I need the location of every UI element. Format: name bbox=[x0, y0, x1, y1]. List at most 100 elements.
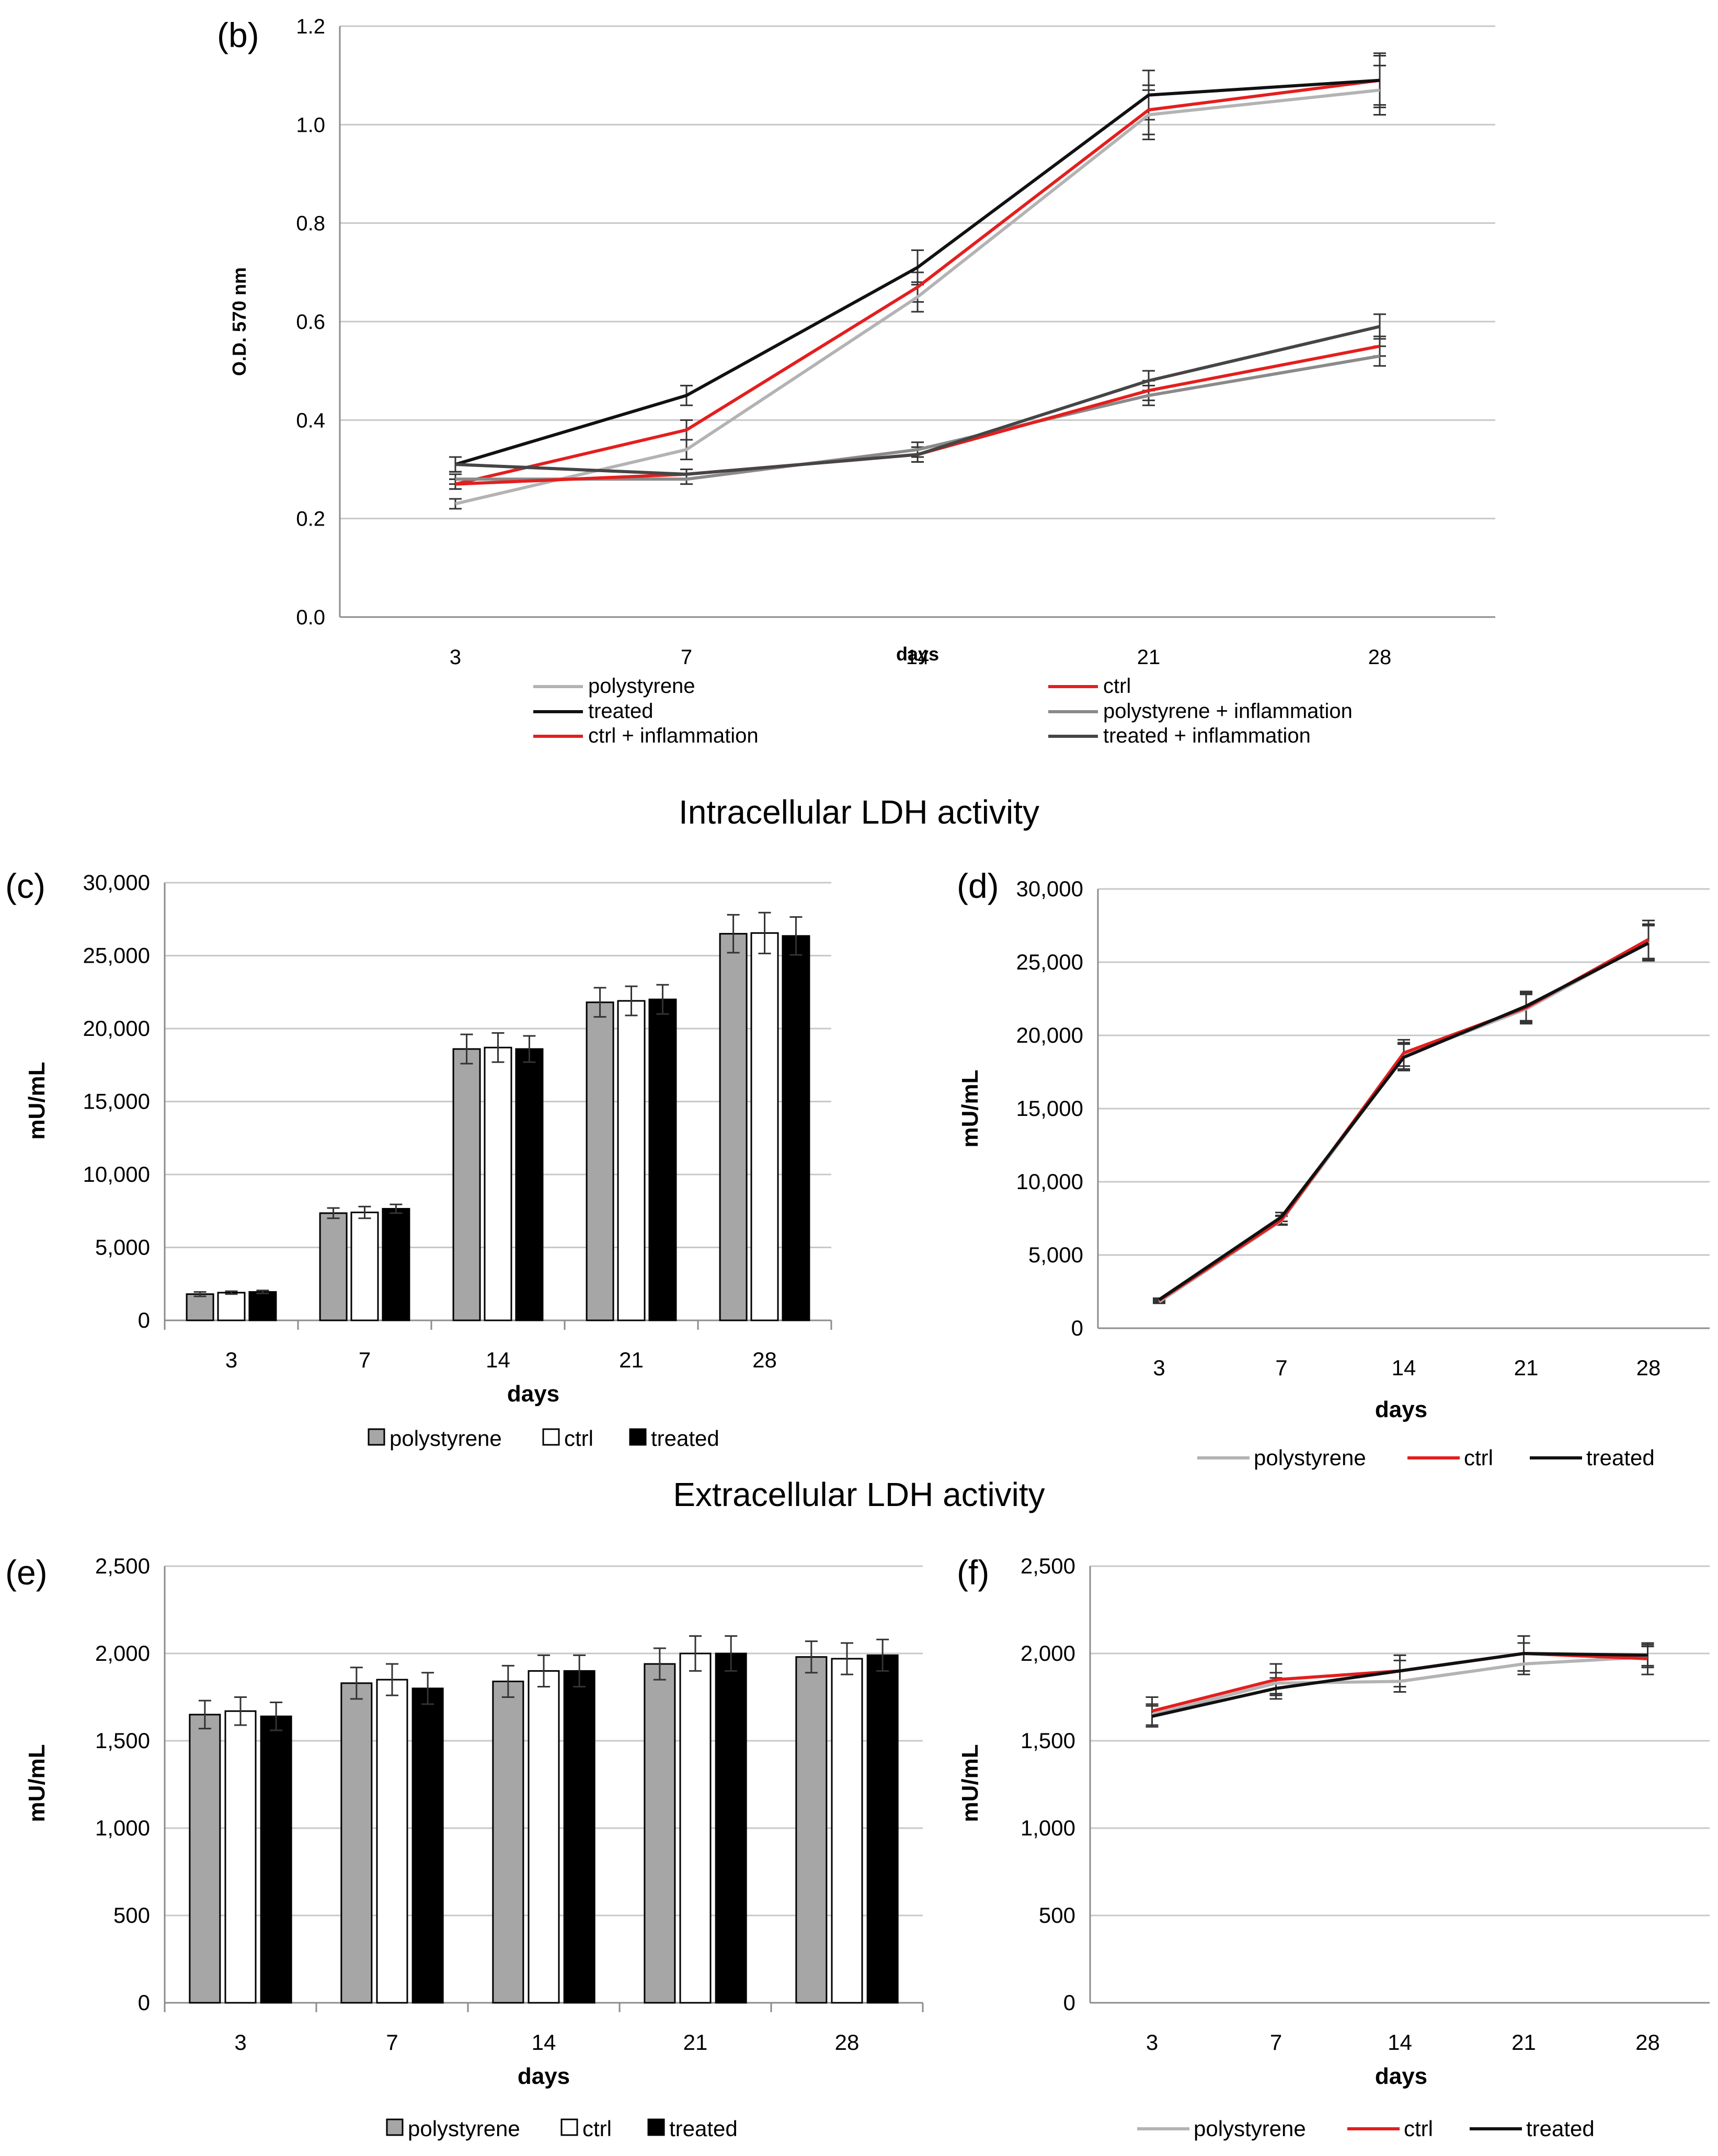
x-tick-label: 7 bbox=[1275, 1355, 1287, 1380]
x-tick-label: 28 bbox=[835, 2030, 860, 2055]
bar-bar_treated bbox=[715, 1652, 747, 2004]
chart-panel-b: (b) 0.0 0.2 0.4 0.6 0.8 1.0 1.2 3 7 14 21 28 days O.D.… bbox=[217, 15, 1495, 747]
series-line-polystyrene_inflammation bbox=[455, 354, 1380, 481]
x-axis-title: days bbox=[518, 2063, 570, 2089]
x-tick-label: 21 bbox=[619, 1348, 644, 1372]
legend-label: treated bbox=[1526, 2116, 1595, 2141]
y-tick-label: 1,000 bbox=[1021, 1816, 1075, 1840]
legend-label: treated bbox=[669, 2116, 738, 2141]
y-tick-label: 30,000 bbox=[1016, 876, 1083, 901]
legend-label: polystyrene bbox=[588, 675, 695, 698]
bar-bar_polystyrene bbox=[452, 1048, 481, 1321]
y-tick-label: 500 bbox=[1039, 1903, 1075, 1927]
bar-bar_polystyrene bbox=[189, 1714, 221, 2004]
x-axis-title: days bbox=[1375, 2063, 1427, 2089]
bar-bar_polystyrene bbox=[340, 1682, 373, 2004]
x-tick-label: 14 bbox=[1388, 2030, 1412, 2055]
error-bar bbox=[501, 1664, 514, 1698]
error-bar bbox=[725, 1635, 738, 1672]
y-tick-label: 0.6 bbox=[296, 311, 325, 334]
bar-bar_polystyrene bbox=[586, 1001, 614, 1321]
y-tick-label: 15,000 bbox=[83, 1089, 150, 1114]
error-bar bbox=[727, 914, 740, 954]
bar-bar_ctrl bbox=[484, 1046, 512, 1321]
y-tick-label: 2,000 bbox=[95, 1641, 150, 1666]
x-tick-label: 3 bbox=[450, 646, 461, 669]
panel-label: (e) bbox=[5, 1553, 48, 1592]
x-tick-label: 28 bbox=[1635, 2030, 1660, 2055]
y-tick-label: 2,000 bbox=[1021, 1641, 1075, 1666]
error-bar bbox=[656, 984, 669, 1015]
error-bar bbox=[270, 1702, 283, 1731]
legend-label: ctrl bbox=[1103, 675, 1131, 698]
error-bar bbox=[350, 1667, 363, 1700]
y-axis-title: mU/mL bbox=[24, 1062, 50, 1139]
x-tick-label: 7 bbox=[1270, 2030, 1282, 2055]
panel-label: (b) bbox=[217, 16, 259, 54]
series-line-treated bbox=[1158, 941, 1650, 1301]
error-bar bbox=[1641, 1644, 1654, 1667]
chart-panel-c: (c) 0 5,000 10,000 15,000 20,000 25,000 30,000 3… bbox=[5, 866, 832, 1451]
bar-bar_treated bbox=[515, 1048, 544, 1321]
y-axis-title: O.D. 570 nm bbox=[228, 267, 250, 376]
y-tick-label: 25,000 bbox=[1016, 950, 1083, 974]
y-tick-label: 2,500 bbox=[1021, 1554, 1075, 1578]
y-tick-label: 20,000 bbox=[1016, 1023, 1083, 1047]
x-tick-label: 21 bbox=[683, 2030, 708, 2055]
bar-bar_ctrl bbox=[350, 1212, 379, 1321]
legend-label: polystyrene bbox=[1194, 2116, 1306, 2141]
y-axis-title: mU/mL bbox=[957, 1069, 983, 1147]
y-tick-label: 5,000 bbox=[1028, 1242, 1083, 1267]
error-bar bbox=[225, 1290, 238, 1295]
x-tick-label: 3 bbox=[1153, 1355, 1165, 1380]
bar-bar_treated bbox=[866, 1654, 899, 2004]
legend-label: treated bbox=[651, 1426, 719, 1451]
error-bar bbox=[256, 1290, 269, 1294]
x-tick-label: 7 bbox=[681, 646, 692, 669]
x-axis-title: days bbox=[507, 1381, 559, 1407]
series-line-treated bbox=[455, 78, 1380, 466]
y-tick-label: 10,000 bbox=[1016, 1169, 1083, 1194]
legend-swatch-bar_polystyrene bbox=[368, 1428, 385, 1446]
error-bar bbox=[390, 1203, 403, 1214]
legend-label: ctrl bbox=[1404, 2116, 1433, 2141]
x-tick-label: 21 bbox=[1511, 2030, 1536, 2055]
bar-bar_treated bbox=[648, 998, 677, 1321]
y-tick-label: 0 bbox=[138, 1308, 150, 1332]
error-bar bbox=[193, 1291, 207, 1297]
legend-swatch-bar_ctrl bbox=[560, 2118, 578, 2136]
x-tick-label: 14 bbox=[486, 1348, 510, 1372]
error-bar bbox=[689, 1635, 702, 1672]
bar-bar_polystyrene bbox=[719, 933, 748, 1321]
x-tick-label: 14 bbox=[532, 2030, 556, 2055]
error-bar bbox=[421, 1672, 434, 1705]
x-tick-label: 14 bbox=[906, 646, 930, 669]
error-bar bbox=[460, 1033, 473, 1065]
bar-bar_ctrl bbox=[617, 1000, 646, 1321]
y-tick-label: 20,000 bbox=[83, 1016, 150, 1041]
panel-label: (f) bbox=[957, 1553, 989, 1592]
error-bar bbox=[537, 1654, 550, 1687]
panel-label: (d) bbox=[957, 866, 999, 905]
bar-bar_treated bbox=[563, 1670, 595, 2004]
y-tick-label: 0.2 bbox=[296, 508, 325, 531]
chart-panel-f: (f) 0 500 1,000 1,500 2,000 2,500 3 7 14 21 28 days m… bbox=[957, 1553, 1710, 2141]
error-bar bbox=[573, 1654, 586, 1687]
y-axis-title: mU/mL bbox=[957, 1744, 983, 1822]
series-line-polystyrene bbox=[455, 88, 1380, 506]
bar-bar_ctrl bbox=[224, 1710, 257, 2004]
error-bar bbox=[805, 1640, 818, 1674]
error-bar bbox=[876, 1638, 889, 1672]
x-tick-label: 7 bbox=[359, 1348, 371, 1372]
bar-bar_ctrl bbox=[217, 1292, 246, 1321]
legend-label: ctrl bbox=[564, 1426, 593, 1451]
error-bar bbox=[789, 916, 803, 956]
bar-bar_polystyrene bbox=[492, 1680, 524, 2004]
series-line-treated_inflammation bbox=[455, 325, 1380, 476]
x-tick-label: 3 bbox=[225, 1348, 237, 1372]
section-title-intracellular: Intracellular LDH activity bbox=[679, 793, 1039, 831]
series-line-polystyrene bbox=[1151, 1655, 1648, 1716]
error-bar bbox=[358, 1205, 371, 1219]
y-tick-label: 30,000 bbox=[83, 870, 150, 895]
